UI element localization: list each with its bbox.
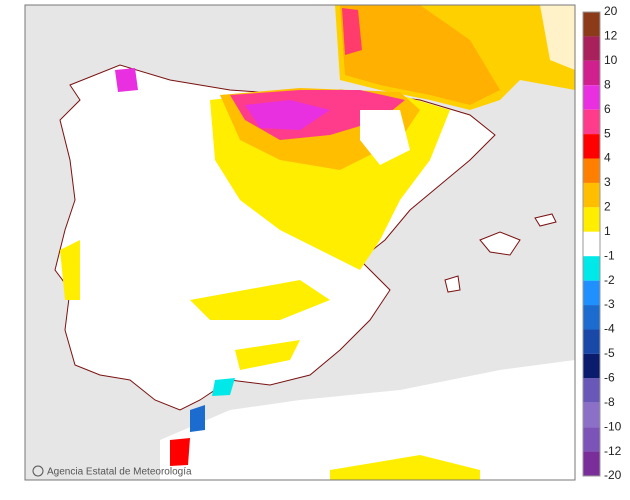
map — [25, 5, 575, 480]
france-hot — [342, 8, 362, 55]
legend-label: 5 — [604, 126, 611, 140]
cool-strait — [190, 405, 205, 432]
warm-band-south — [235, 340, 300, 370]
legend-label: -10 — [604, 419, 622, 433]
warm-west — [60, 240, 80, 300]
legend-label: 2 — [604, 200, 611, 214]
legend-label: -20 — [604, 468, 622, 482]
legend-swatch — [583, 256, 600, 281]
legend: 20 12 10 8 6 5 4 3 2 1 -1 -2 -3 -4 -5 -6 -8 -10 -12 -20 — [582, 4, 622, 482]
africa — [160, 360, 575, 480]
legend-swatch — [583, 329, 600, 354]
legend-swatch — [583, 353, 600, 379]
legend-label: -3 — [604, 297, 615, 311]
legend-label: -12 — [604, 444, 622, 458]
legend-swatch — [583, 36, 600, 61]
hot-africa — [170, 438, 190, 466]
legend-label: 1 — [604, 224, 611, 238]
legend-swatch — [583, 158, 600, 183]
legend-swatch — [583, 451, 600, 476]
legend-swatch — [583, 109, 600, 135]
legend-swatch — [583, 231, 600, 257]
legend-swatch — [583, 305, 600, 330]
legend-label: 20 — [604, 4, 618, 18]
africa-warm — [330, 455, 480, 480]
legend-swatch — [583, 280, 600, 306]
legend-label: -8 — [604, 395, 615, 409]
mallorca — [479, 231, 521, 256]
legend-label: 6 — [604, 102, 611, 116]
legend-label: -5 — [604, 346, 615, 360]
cool-spot — [360, 110, 410, 165]
hottest-area — [245, 100, 330, 130]
legend-label: 8 — [604, 77, 611, 91]
cool-south — [212, 378, 235, 396]
legend-swatch — [583, 60, 600, 86]
legend-label: 12 — [604, 29, 618, 43]
legend-swatch — [583, 378, 600, 403]
hot-spot — [115, 68, 138, 92]
legend-swatch — [583, 134, 600, 159]
legend-swatch — [583, 402, 600, 428]
credit: Agencia Estatal de Meteorología — [47, 467, 192, 478]
legend-swatch — [583, 182, 600, 208]
legend-label: 3 — [604, 175, 611, 189]
france-light — [540, 5, 575, 70]
legend-swatch — [583, 12, 600, 37]
legend-label: -4 — [604, 322, 615, 336]
legend-label: -6 — [604, 370, 615, 384]
legend-label: -2 — [604, 273, 615, 287]
legend-label: -1 — [604, 248, 615, 262]
legend-swatch — [583, 85, 600, 110]
legend-border — [582, 11, 601, 477]
legend-swatch — [583, 207, 600, 232]
legend-label: 4 — [604, 151, 611, 165]
menorca — [534, 213, 557, 227]
legend-label: 10 — [604, 53, 618, 67]
copyright-icon — [32, 465, 44, 477]
frame — [24, 4, 576, 481]
france-warm — [340, 5, 500, 105]
warm-band — [190, 280, 330, 320]
ibiza — [444, 275, 461, 293]
legend-swatch — [583, 427, 600, 452]
